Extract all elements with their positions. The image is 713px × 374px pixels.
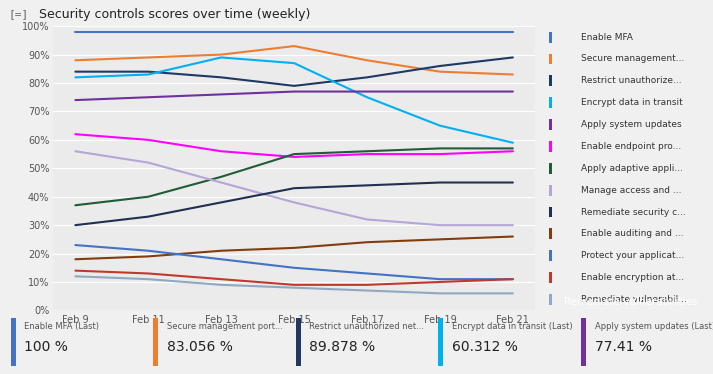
- Text: Enable endpoint pro...: Enable endpoint pro...: [580, 142, 681, 151]
- Text: Manage access and ...: Manage access and ...: [580, 186, 681, 194]
- Text: 77.41 %: 77.41 %: [595, 340, 652, 354]
- Text: Apply system updates: Apply system updates: [580, 120, 682, 129]
- Text: 89.878 %: 89.878 %: [309, 340, 376, 354]
- Text: Protect your applicat...: Protect your applicat...: [580, 251, 684, 260]
- Bar: [549, 294, 552, 305]
- Bar: [549, 97, 552, 108]
- Bar: [153, 318, 158, 367]
- Bar: [549, 250, 552, 261]
- Text: Remediate vulnerabil...: Remediate vulnerabil...: [580, 295, 687, 304]
- Bar: [549, 76, 552, 86]
- Text: Secure management port...: Secure management port...: [167, 322, 283, 331]
- Bar: [549, 229, 552, 239]
- Text: Restrict unauthorize...: Restrict unauthorize...: [580, 76, 682, 85]
- Text: Enable auditing and ...: Enable auditing and ...: [580, 229, 683, 238]
- Text: 100 %: 100 %: [24, 340, 68, 354]
- Bar: [581, 318, 586, 367]
- Bar: [11, 318, 16, 367]
- Bar: [296, 318, 301, 367]
- Text: Security controls scores over time (weekly): Security controls scores over time (week…: [39, 8, 311, 21]
- Text: 83.056 %: 83.056 %: [167, 340, 232, 354]
- Bar: [549, 53, 552, 64]
- Text: Enable encryption at...: Enable encryption at...: [580, 273, 684, 282]
- Text: Enable MFA (Last): Enable MFA (Last): [24, 322, 99, 331]
- Text: Secure management...: Secure management...: [580, 55, 684, 64]
- Bar: [438, 318, 443, 367]
- Text: Encrypt data in transit: Encrypt data in transit: [580, 98, 682, 107]
- Bar: [549, 206, 552, 217]
- Bar: [549, 119, 552, 130]
- Bar: [549, 163, 552, 174]
- Text: Remediate security c...: Remediate security c...: [580, 208, 685, 217]
- Bar: [549, 32, 552, 43]
- Text: Restrict unauthorized net...: Restrict unauthorized net...: [309, 322, 424, 331]
- Bar: [549, 185, 552, 196]
- Text: Encrypt data in transit (Last): Encrypt data in transit (Last): [452, 322, 573, 331]
- Text: Remediate vulnerabilities: Remediate vulnerabilities: [564, 297, 698, 307]
- Text: Apply system updates (Last): Apply system updates (Last): [595, 322, 713, 331]
- Text: [=]: [=]: [9, 9, 29, 19]
- Bar: [549, 141, 552, 152]
- Text: Enable MFA: Enable MFA: [580, 33, 632, 42]
- Text: 60.312 %: 60.312 %: [452, 340, 518, 354]
- Text: Apply adaptive appli...: Apply adaptive appli...: [580, 164, 683, 173]
- Bar: [549, 272, 552, 283]
